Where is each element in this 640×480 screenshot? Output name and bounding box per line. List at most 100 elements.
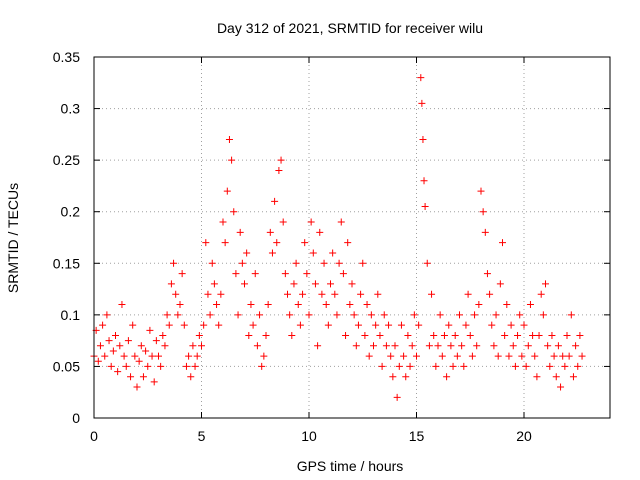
data-point bbox=[529, 331, 537, 339]
data-point bbox=[243, 249, 251, 257]
data-point bbox=[307, 218, 315, 226]
data-point bbox=[107, 362, 115, 370]
data-point bbox=[129, 321, 137, 329]
data-point bbox=[372, 321, 380, 329]
data-point bbox=[443, 373, 451, 381]
data-point bbox=[550, 352, 558, 360]
data-point bbox=[385, 321, 393, 329]
data-point bbox=[253, 342, 261, 350]
data-point bbox=[535, 331, 543, 339]
data-point bbox=[516, 311, 524, 319]
data-point bbox=[511, 362, 519, 370]
axis-ticks: 0 5 10 15 20 0 0.05 0.1 0.15 0.2 0.25 0.3 0.35 bbox=[53, 49, 610, 444]
data-point bbox=[561, 362, 569, 370]
data-point bbox=[518, 352, 526, 360]
data-point bbox=[354, 321, 362, 329]
data-point bbox=[185, 352, 193, 360]
data-point bbox=[503, 301, 511, 309]
data-point bbox=[490, 342, 498, 350]
data-point bbox=[400, 352, 408, 360]
data-point bbox=[488, 321, 496, 329]
data-point bbox=[112, 331, 119, 339]
data-point bbox=[494, 352, 502, 360]
data-point bbox=[539, 311, 547, 319]
data-point bbox=[331, 290, 339, 298]
data-point bbox=[346, 301, 354, 309]
data-point bbox=[234, 311, 242, 319]
data-point bbox=[277, 156, 285, 164]
data-point bbox=[99, 321, 107, 329]
data-point bbox=[376, 331, 384, 339]
data-point bbox=[565, 352, 573, 360]
data-point bbox=[208, 259, 216, 267]
y-tick-label: 0.05 bbox=[53, 358, 80, 374]
data-point bbox=[554, 342, 562, 350]
data-point bbox=[165, 321, 173, 329]
data-point bbox=[266, 228, 274, 236]
data-point bbox=[281, 270, 289, 278]
data-point bbox=[258, 362, 266, 370]
data-point bbox=[402, 373, 410, 381]
data-point bbox=[492, 311, 500, 319]
data-point bbox=[204, 290, 212, 298]
data-point bbox=[268, 249, 276, 257]
y-tick-label: 0 bbox=[72, 410, 80, 426]
data-point bbox=[337, 218, 345, 226]
data-point bbox=[264, 301, 272, 309]
data-point bbox=[105, 337, 113, 345]
data-point bbox=[464, 290, 472, 298]
data-point bbox=[180, 321, 188, 329]
data-point bbox=[127, 373, 135, 381]
data-point bbox=[225, 136, 233, 144]
data-point bbox=[365, 352, 373, 360]
data-point bbox=[389, 373, 397, 381]
data-point bbox=[305, 311, 313, 319]
data-point bbox=[116, 342, 124, 350]
data-point bbox=[533, 373, 541, 381]
data-point bbox=[245, 331, 253, 339]
data-point bbox=[202, 239, 210, 247]
data-point bbox=[294, 301, 302, 309]
data-point bbox=[361, 331, 369, 339]
data-point bbox=[238, 259, 246, 267]
data-point bbox=[103, 311, 111, 319]
data-point bbox=[350, 311, 358, 319]
data-point bbox=[219, 218, 227, 226]
data-point bbox=[483, 270, 491, 278]
data-point bbox=[146, 326, 154, 334]
data-point bbox=[447, 342, 455, 350]
data-point bbox=[133, 383, 141, 391]
data-point bbox=[200, 321, 208, 329]
data-point bbox=[163, 311, 171, 319]
x-tick-label: 5 bbox=[198, 428, 206, 444]
data-point bbox=[477, 187, 485, 195]
data-point bbox=[329, 249, 337, 257]
data-point bbox=[176, 301, 184, 309]
data-point bbox=[137, 342, 145, 350]
data-point bbox=[182, 362, 190, 370]
data-point bbox=[563, 331, 571, 339]
data-point bbox=[187, 373, 195, 381]
data-point bbox=[228, 156, 236, 164]
data-point bbox=[374, 290, 382, 298]
data-point bbox=[572, 342, 580, 350]
y-tick-label: 0.35 bbox=[53, 49, 80, 65]
data-point bbox=[142, 347, 150, 355]
data-point bbox=[359, 259, 367, 267]
data-point bbox=[473, 342, 481, 350]
data-point bbox=[322, 301, 330, 309]
data-point bbox=[363, 301, 371, 309]
data-point bbox=[221, 239, 229, 247]
data-point bbox=[161, 342, 169, 350]
data-point bbox=[552, 373, 560, 381]
data-point bbox=[159, 331, 167, 339]
data-point bbox=[468, 352, 476, 360]
data-point bbox=[391, 342, 399, 350]
data-point bbox=[170, 259, 178, 267]
data-point bbox=[249, 321, 257, 329]
plot-frame bbox=[93, 56, 611, 419]
data-point bbox=[320, 259, 328, 267]
data-point bbox=[286, 311, 294, 319]
data-point bbox=[213, 301, 221, 309]
data-point bbox=[122, 362, 130, 370]
